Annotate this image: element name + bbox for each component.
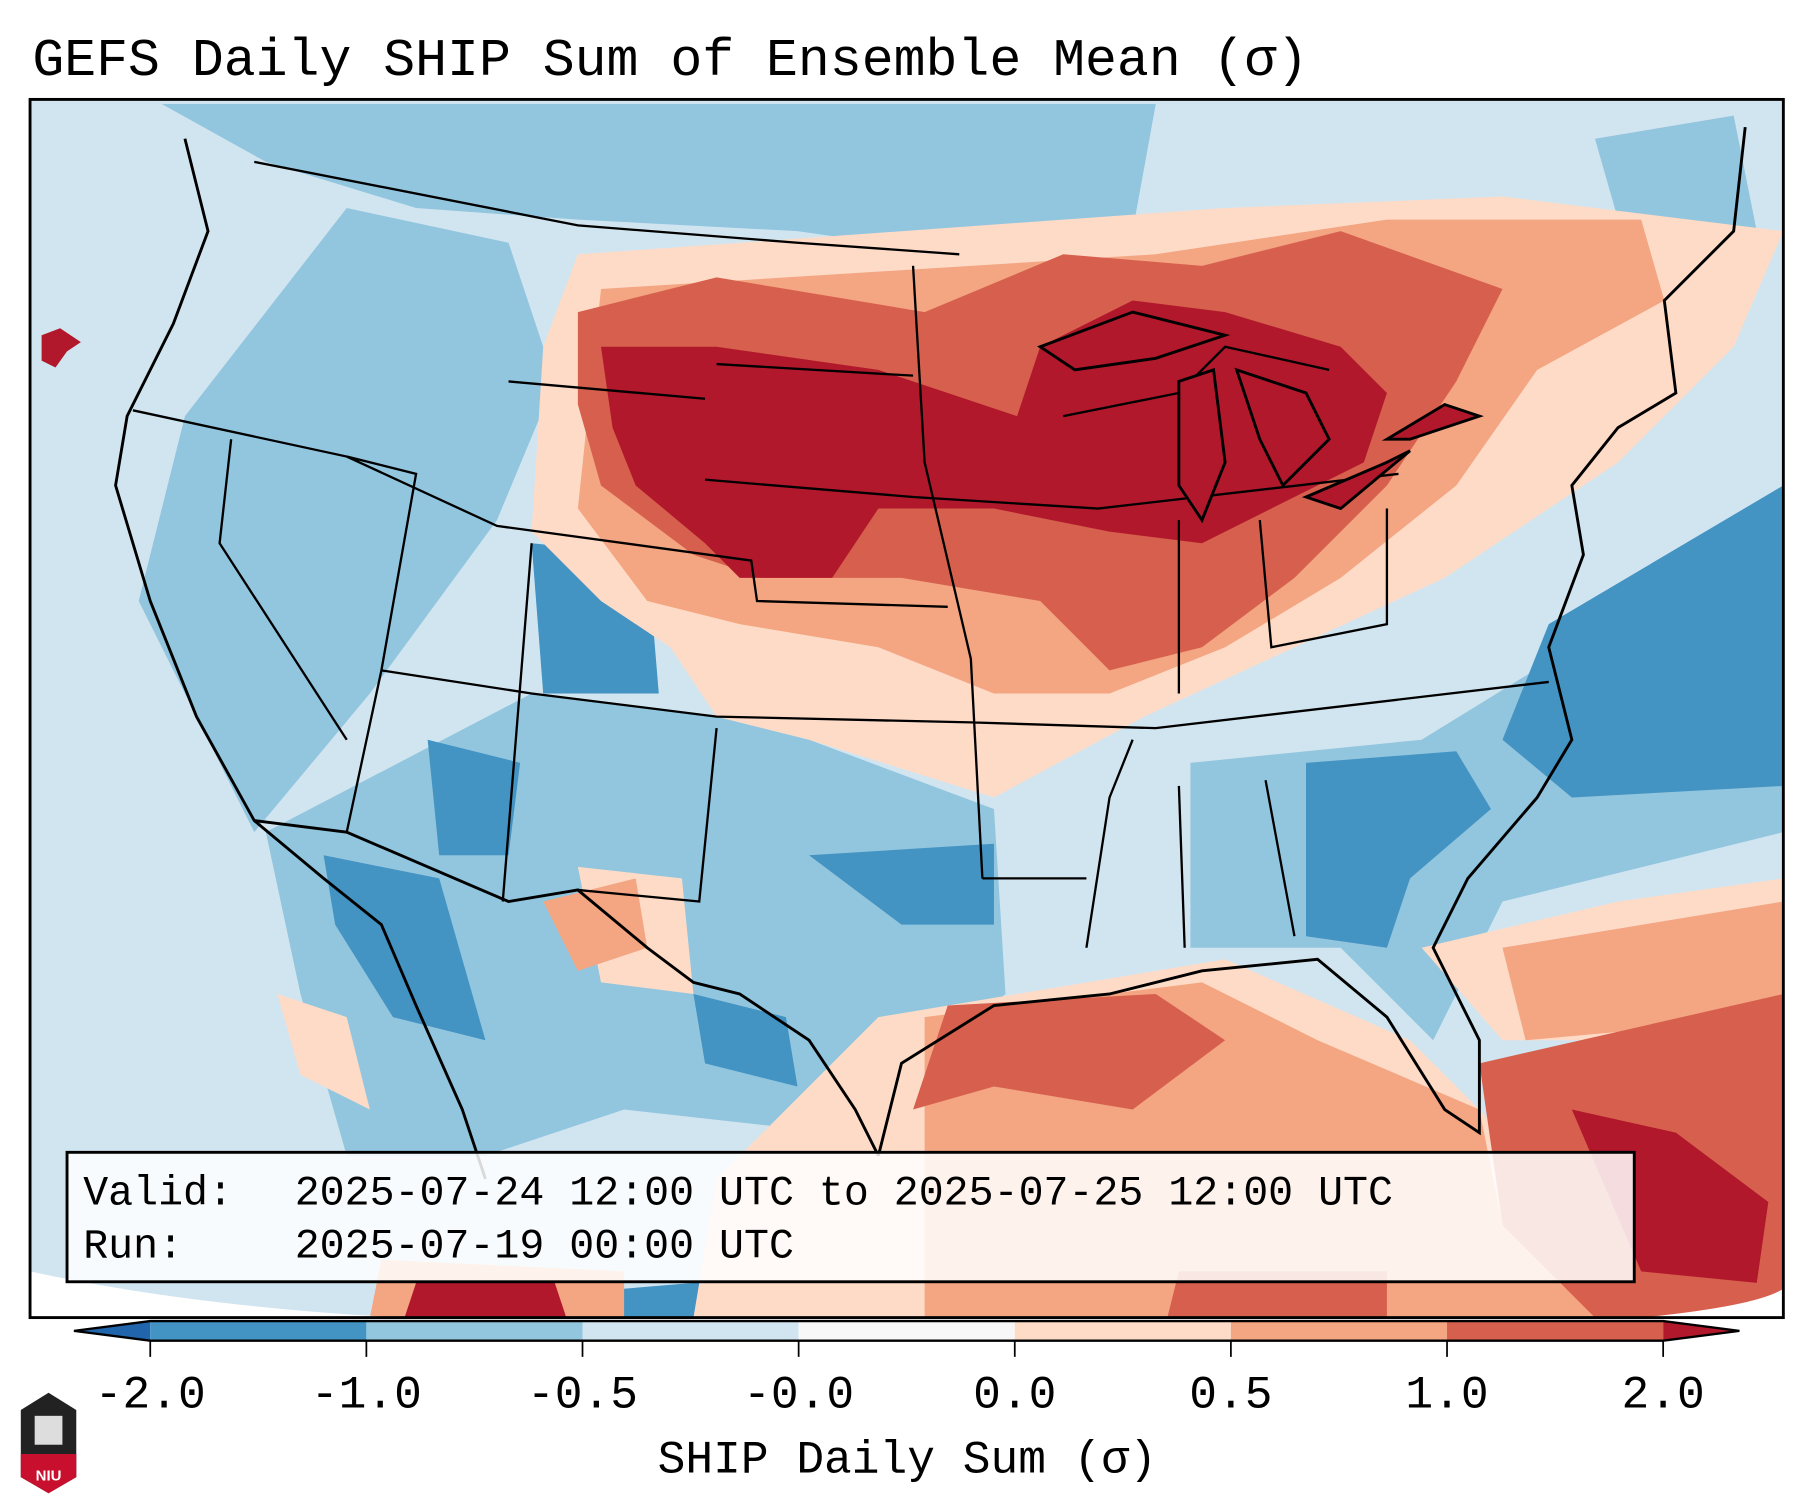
- colorbar-over-arrow: [1663, 1321, 1740, 1341]
- state-borders: [132, 160, 1549, 948]
- colorbar-tick-label: 0.0: [973, 1370, 1056, 1422]
- niu-logo: NIU: [20, 1392, 77, 1494]
- coastline-outline: [114, 126, 1747, 1180]
- colorbar-tick-label: 1.0: [1405, 1370, 1488, 1422]
- colorbar-tick-label: 0.5: [1189, 1370, 1272, 1422]
- colorbar-segment: [582, 1321, 799, 1341]
- colorbar-segment: [150, 1321, 367, 1341]
- colorbar-tick-label: -1.0: [311, 1370, 422, 1422]
- field-region-pos-extreme: [41, 300, 1769, 1318]
- logo-text: NIU: [36, 1468, 62, 1485]
- run-label: Run:: [83, 1223, 183, 1270]
- figure-title: GEFS Daily SHIP Sum of Ensemble Mean (σ): [32, 31, 1308, 91]
- colorbar-tick-label: -0.0: [743, 1370, 854, 1422]
- valid-label: Valid:: [83, 1170, 233, 1217]
- great-lakes: [1037, 310, 1484, 524]
- colorbar-under-arrow: [73, 1321, 151, 1341]
- colorbar-label: SHIP Daily Sum (σ): [658, 1434, 1157, 1486]
- colorbar: [73, 1319, 1740, 1357]
- domain-edge: [30, 1271, 1784, 1318]
- valid-value: 2025-07-24 12:00 UTC to 2025-07-25 12:00…: [295, 1170, 1393, 1217]
- colorbar-ticks: -2.0 -1.0 -0.5 -0.0 0.0 0.5 1.0 2.0: [95, 1370, 1705, 1422]
- colorbar-tick-label: -2.0: [95, 1370, 206, 1422]
- map-panel: Valid: 2025-07-24 12:00 UTC to 2025-07-2…: [30, 99, 1784, 1318]
- colorbar-tick-label: -0.5: [527, 1370, 638, 1422]
- colorbar-segment: [798, 1321, 1015, 1341]
- colorbar-segment: [366, 1321, 583, 1341]
- colorbar-segment: [1230, 1321, 1448, 1341]
- colorbar-segment: [1447, 1321, 1664, 1341]
- info-box: [65, 1150, 1636, 1284]
- run-value: 2025-07-19 00:00 UTC: [295, 1223, 794, 1270]
- map-frame: [28, 97, 1785, 1320]
- colorbar-segment: [1014, 1321, 1231, 1341]
- colorbar-tick-label: 2.0: [1622, 1370, 1705, 1422]
